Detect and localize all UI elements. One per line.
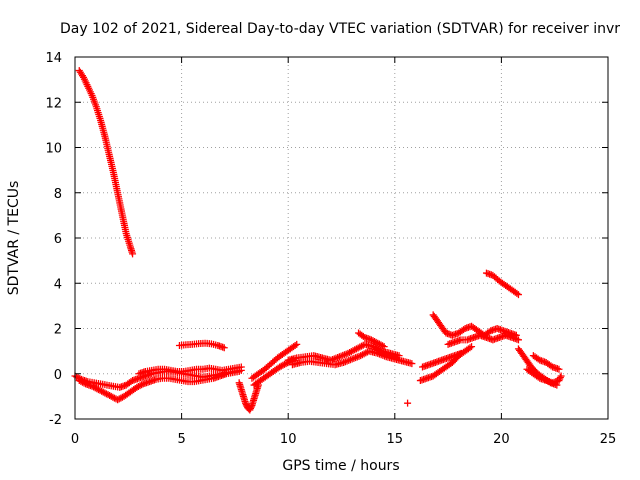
data-point bbox=[556, 375, 564, 383]
x-tick-label: 5 bbox=[177, 432, 185, 447]
data-point bbox=[555, 377, 563, 385]
x-tick-label: 0 bbox=[71, 432, 79, 447]
data-point bbox=[242, 401, 250, 409]
data-point bbox=[555, 365, 563, 373]
data-point bbox=[408, 360, 416, 368]
y-tick-label: 14 bbox=[45, 51, 62, 66]
data-point bbox=[80, 379, 88, 387]
y-tick-label: 0 bbox=[54, 368, 62, 383]
x-axis-label: GPS time / hours bbox=[282, 458, 399, 474]
data-point bbox=[468, 343, 476, 351]
data-point bbox=[466, 344, 474, 352]
data-point bbox=[291, 341, 299, 349]
data-point bbox=[242, 399, 250, 407]
y-tick-label: 8 bbox=[54, 187, 62, 202]
chart-title: Day 102 of 2021, Sidereal Day-to-day VTE… bbox=[60, 21, 620, 37]
x-tick-label: 20 bbox=[493, 432, 510, 447]
data-point bbox=[220, 344, 228, 352]
data-point bbox=[513, 289, 521, 297]
x-tick-label: 25 bbox=[600, 432, 617, 447]
y-tick-labels: -2 0 2 4 6 8 10 12 14 bbox=[45, 51, 62, 428]
data-point bbox=[457, 349, 465, 357]
data-point bbox=[404, 399, 412, 407]
data-point bbox=[129, 250, 137, 258]
data-point bbox=[557, 372, 565, 380]
y-tick-label: 12 bbox=[45, 96, 62, 111]
data-point bbox=[138, 381, 146, 389]
data-point bbox=[247, 403, 255, 411]
y-tick-label: -2 bbox=[49, 413, 62, 428]
data-point bbox=[380, 343, 388, 351]
data-points bbox=[71, 67, 565, 414]
data-point bbox=[246, 406, 254, 414]
axis-ticks bbox=[74, 56, 609, 420]
data-point bbox=[514, 291, 522, 299]
data-point bbox=[514, 336, 522, 344]
x-tick-label: 10 bbox=[280, 432, 297, 447]
data-point bbox=[293, 340, 301, 348]
data-point bbox=[247, 404, 255, 412]
x-tick-label: 15 bbox=[387, 432, 404, 447]
x-tick-labels: 0 5 10 15 20 25 bbox=[71, 432, 616, 447]
data-point bbox=[237, 363, 245, 371]
data-point bbox=[395, 352, 403, 360]
y-tick-label: 10 bbox=[45, 142, 62, 157]
grid-lines bbox=[75, 57, 608, 419]
data-point bbox=[379, 342, 387, 350]
y-tick-label: 4 bbox=[54, 277, 62, 292]
y-axis-label: SDTVAR / TECUs bbox=[6, 181, 22, 296]
y-tick-label: 2 bbox=[54, 323, 62, 338]
data-point bbox=[556, 374, 564, 382]
y-tick-label: 6 bbox=[54, 232, 62, 247]
